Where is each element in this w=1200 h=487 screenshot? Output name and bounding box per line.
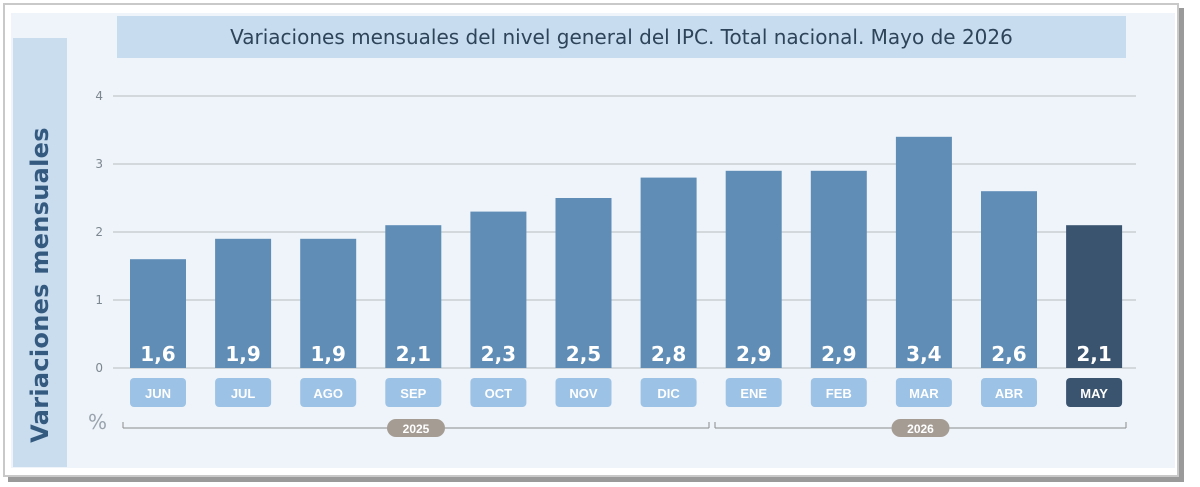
bar — [215, 238, 272, 368]
month-label-box — [215, 378, 272, 407]
month-label: MAR — [909, 386, 939, 401]
bar-value-label: 1,9 — [310, 342, 345, 366]
bar — [1066, 225, 1123, 368]
month-label-box — [725, 378, 782, 407]
month-label: ABR — [995, 386, 1024, 401]
month-label: SEP — [400, 386, 426, 401]
y-tick-label: 0 — [95, 361, 103, 375]
month-label: MAY — [1080, 386, 1108, 401]
bar-value-label: 2,6 — [991, 342, 1026, 366]
y-axis-unit: % — [88, 410, 108, 434]
month-label: ENE — [740, 386, 767, 401]
bar — [981, 191, 1037, 368]
month-label-box — [555, 378, 612, 407]
bar — [385, 225, 442, 368]
bar-value-label: 2,5 — [566, 342, 601, 366]
year-badge — [387, 419, 445, 437]
bar-value-label: 2,3 — [481, 342, 516, 366]
bar — [130, 259, 186, 368]
bar — [640, 177, 697, 368]
bar-value-label: 2,1 — [396, 342, 431, 366]
y-tick-label: 4 — [95, 89, 103, 103]
bar — [300, 238, 357, 368]
month-label-box — [1066, 378, 1123, 407]
bar-value-label: 1,6 — [140, 342, 175, 366]
y-tick-label: 3 — [95, 157, 103, 171]
chart-title-bar: Variaciones mensuales del nivel general … — [117, 16, 1126, 58]
month-label-box — [895, 378, 952, 407]
month-label-box — [810, 378, 867, 407]
month-label-box — [981, 378, 1037, 407]
month-label-box — [300, 378, 357, 407]
bar — [555, 198, 612, 368]
month-label: NOV — [569, 386, 598, 401]
month-label: JUN — [145, 386, 171, 401]
month-label: OCT — [485, 386, 513, 401]
chart-title: Variaciones mensuales del nivel general … — [230, 25, 1013, 49]
month-label-box — [385, 378, 442, 407]
y-tick-label: 2 — [95, 225, 103, 239]
bar — [810, 170, 867, 368]
year-label: 2026 — [907, 422, 934, 436]
month-label: JUL — [231, 386, 256, 401]
month-label: DIC — [657, 386, 680, 401]
month-label-box — [130, 378, 186, 407]
y-tick-label: 1 — [95, 293, 103, 307]
month-label-box — [640, 378, 697, 407]
bar-value-label: 2,9 — [821, 342, 856, 366]
year-label: 2025 — [403, 422, 430, 436]
bar-value-label: 2,9 — [736, 342, 771, 366]
bar-value-label: 2,1 — [1076, 342, 1111, 366]
year-badge — [891, 419, 950, 437]
bar — [895, 136, 952, 368]
bar-value-label: 2,8 — [651, 342, 686, 366]
bar-value-label: 3,4 — [906, 342, 941, 366]
y-axis-title-band — [13, 38, 67, 467]
bar — [725, 170, 782, 368]
month-label: AGO — [313, 386, 343, 401]
bar-value-label: 1,9 — [225, 342, 260, 366]
month-label: FEB — [826, 386, 852, 401]
month-label-box — [470, 378, 527, 407]
bar — [470, 211, 527, 368]
